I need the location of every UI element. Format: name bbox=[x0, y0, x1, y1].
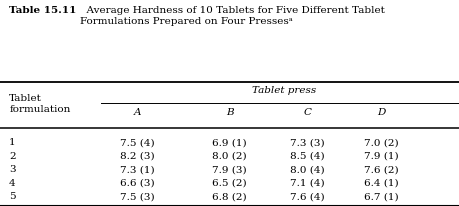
Text: 7.0 (2): 7.0 (2) bbox=[364, 138, 398, 147]
Text: 1: 1 bbox=[9, 138, 16, 147]
Text: Average Hardness of 10 Tablets for Five Different Tablet
Formulations Prepared o: Average Hardness of 10 Tablets for Five … bbox=[80, 6, 385, 26]
Text: 7.9 (1): 7.9 (1) bbox=[364, 151, 398, 160]
Text: Tablet
formulation: Tablet formulation bbox=[9, 93, 71, 114]
Text: 7.5 (3): 7.5 (3) bbox=[120, 191, 155, 200]
Text: 8.5 (4): 8.5 (4) bbox=[290, 151, 325, 160]
Text: 7.9 (3): 7.9 (3) bbox=[212, 164, 247, 173]
Text: 6.9 (1): 6.9 (1) bbox=[212, 138, 247, 147]
Text: 6.8 (2): 6.8 (2) bbox=[212, 191, 247, 200]
Text: D: D bbox=[377, 108, 385, 117]
Text: Tablet press: Tablet press bbox=[252, 85, 317, 94]
Text: 7.5 (4): 7.5 (4) bbox=[120, 138, 155, 147]
Text: 7.3 (3): 7.3 (3) bbox=[290, 138, 325, 147]
Text: 7.6 (2): 7.6 (2) bbox=[364, 164, 398, 173]
Text: 8.0 (2): 8.0 (2) bbox=[212, 151, 247, 160]
Text: B: B bbox=[226, 108, 233, 117]
Text: 3: 3 bbox=[9, 164, 16, 173]
Text: C: C bbox=[303, 108, 312, 117]
Text: 4: 4 bbox=[9, 178, 16, 187]
Text: Table 15.11: Table 15.11 bbox=[9, 6, 77, 15]
Text: 2: 2 bbox=[9, 151, 16, 160]
Text: 6.7 (1): 6.7 (1) bbox=[364, 191, 398, 200]
Text: 6.6 (3): 6.6 (3) bbox=[120, 178, 155, 187]
Text: 7.1 (4): 7.1 (4) bbox=[290, 178, 325, 187]
Text: 8.2 (3): 8.2 (3) bbox=[120, 151, 155, 160]
Text: 6.5 (2): 6.5 (2) bbox=[212, 178, 247, 187]
Text: 8.0 (4): 8.0 (4) bbox=[290, 164, 325, 173]
Text: 7.3 (1): 7.3 (1) bbox=[120, 164, 155, 173]
Text: 7.6 (4): 7.6 (4) bbox=[290, 191, 325, 200]
Text: A: A bbox=[134, 108, 141, 117]
Text: 5: 5 bbox=[9, 191, 16, 200]
Text: 6.4 (1): 6.4 (1) bbox=[364, 178, 398, 187]
